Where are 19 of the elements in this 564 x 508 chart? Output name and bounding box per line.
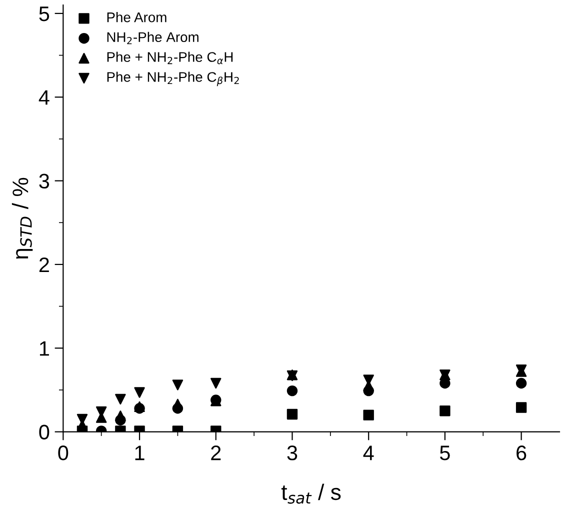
y-tick-label: 4	[38, 90, 50, 105]
x-tick-label: 0	[58, 446, 68, 460]
legend-label: Phe + NH$_{2}$-Phe C$_{β}$H$_{2}$	[107, 72, 239, 86]
x-tick-label: 5	[440, 446, 450, 460]
x-tick-label: 6	[516, 446, 526, 460]
legend-label: Phe Arom	[107, 12, 166, 22]
y-tick-label: 2	[39, 257, 49, 272]
legend-label: Phe + NH$_{2}$-Phe C$_{α}$H	[107, 52, 233, 64]
x-axis-title: t$_{sat}$ / s	[281, 484, 341, 504]
y-axis-title: η$_{STD}$ / %	[12, 178, 33, 259]
y-tick-label: 0	[39, 424, 50, 440]
y-tick-label: 1	[40, 341, 49, 356]
legend-label: NH$_{2}$-Phe Arom	[107, 32, 198, 44]
x-tick-label: 4	[363, 446, 374, 460]
x-tick-label: 2	[211, 446, 221, 460]
x-tick-label: 1	[135, 446, 144, 460]
x-tick-label: 3	[287, 446, 298, 460]
y-tick-label: 5	[39, 6, 50, 22]
y-tick-label: 3	[39, 174, 50, 189]
